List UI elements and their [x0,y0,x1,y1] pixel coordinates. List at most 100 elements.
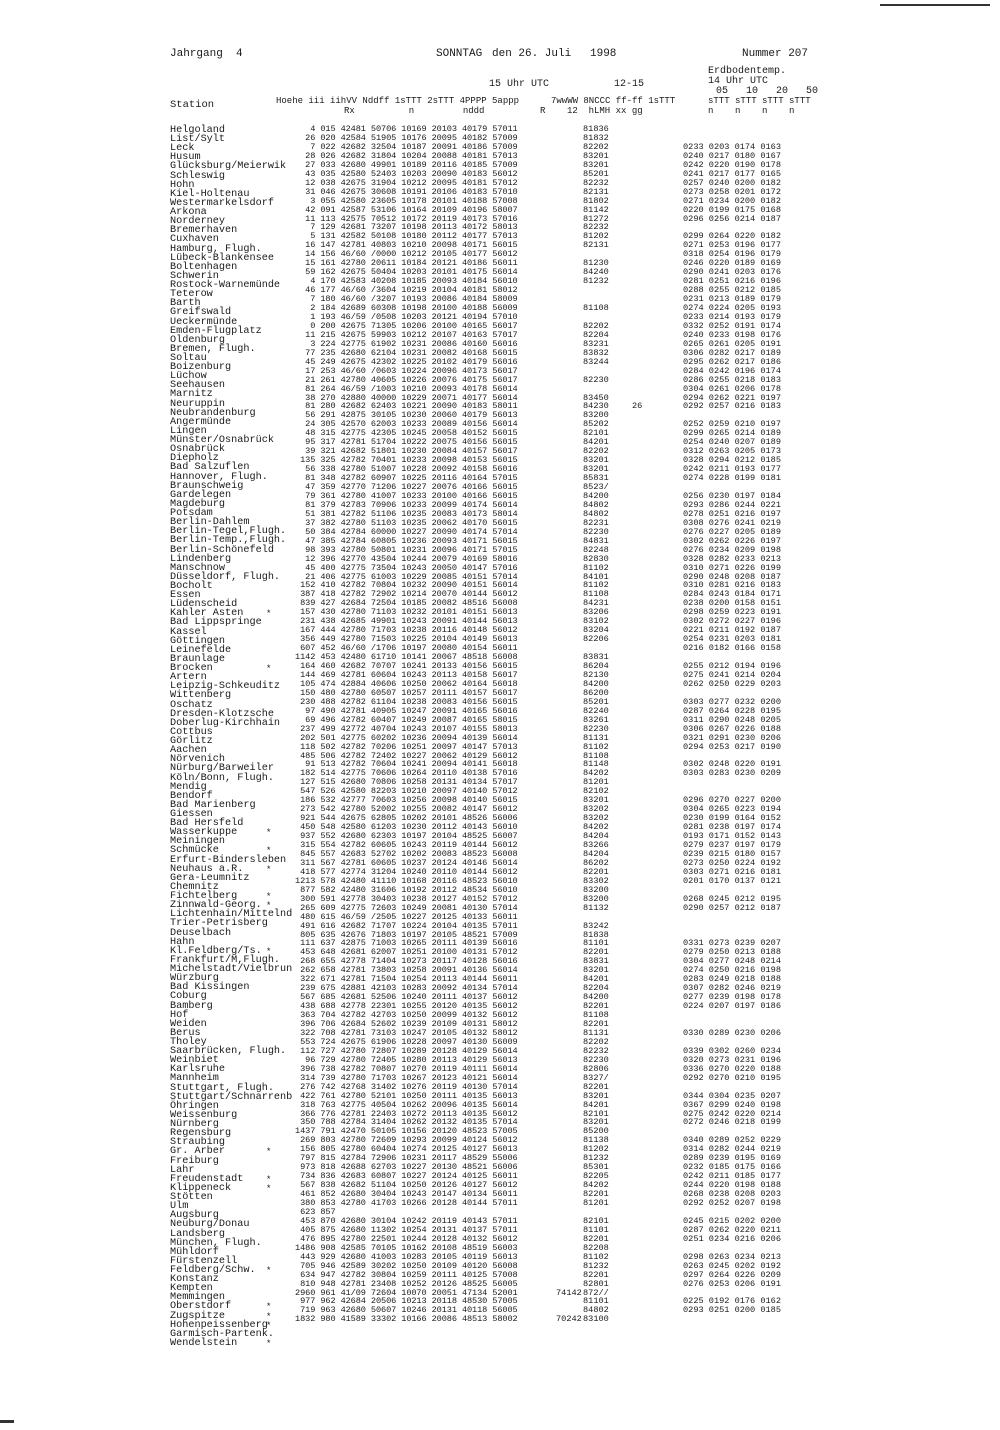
station-soil-temperatures: 0295 0262 0217 0186 [683,356,781,367]
station-soil-temperatures: 0321 0291 0230 0206 [683,732,781,743]
station-name: Seehausen [170,380,226,392]
station-observation-codes: 15 161 42780 20611 10184 20121 40186 560… [290,258,518,269]
station-name: Deuselbach [170,927,232,939]
station-name: Dresden-Klotzsche [170,708,274,720]
station-name: Trier-Petrisberg [170,918,268,930]
station-name: Kassel [170,626,207,638]
station-name: Weiden [170,1018,207,1030]
station-observation-codes: 300 591 42778 30403 10238 20127 40152 57… [290,893,518,904]
station-soil-temperatures: 0296 0256 0214 0187 [683,213,781,224]
station-name: Lichtenhain/Mittelnd [170,909,293,921]
station-cloud-code: 81802 [583,195,609,206]
station-name: Freudenstadt [170,1173,244,1185]
station-observation-codes: 366 776 42781 22403 10272 20113 40135 56… [290,1108,518,1119]
station-observation-codes: 363 704 42782 42703 10250 20099 40132 56… [290,1010,518,1021]
station-cloud-code: 83832 [583,347,609,358]
station-heading: Station [170,99,215,111]
station-observation-codes: 350 788 42784 31404 10262 20132 40135 57… [290,1117,518,1128]
station-cloud-code: 82201 [583,1081,609,1092]
station-name: Lüdenscheid [170,599,238,611]
station-soil-temperatures: 0302 0272 0227 0196 [683,616,781,627]
station-cloud-code: 82202 [583,141,609,152]
station-observation-codes: 81 280 42682 62403 10221 20090 40183 580… [290,401,518,412]
station-cloud-code: 83204 [583,625,609,636]
station-soil-temperatures: 0290 0248 0208 0187 [683,571,781,582]
station-soil-temperatures: 0331 0273 0239 0207 [683,938,781,949]
station-cloud-code: 81108 [583,1010,609,1021]
station-soil-temperatures: 0303 0283 0230 0209 [683,768,781,779]
station-cloud-code: 82202 [583,320,609,331]
station-observation-codes: 127 515 42680 70806 10258 20131 40134 57… [290,777,518,788]
station-observation-codes: 461 852 42680 30404 10243 20147 40134 56… [290,1189,518,1200]
station-observation-codes: 839 427 42684 72504 10185 20082 48516 56… [290,598,518,609]
station-name: Weissenburg [170,1109,238,1121]
station-cloud-code: 81202 [583,231,609,242]
station-cloud-code: 83201 [583,1090,609,1101]
station-name: Berlin-Dahlem [170,517,250,529]
station-observation-codes: 14 156 46/60 /0000 10212 20105 40177 560… [290,249,518,260]
station-cloud-code: 83201 [583,159,609,170]
station-name: Wendelstein [170,1337,238,1349]
mountain-station-marker: * [266,1183,272,1194]
station-cloud-code: 83200 [583,410,609,421]
station-name: Lingen [170,425,207,437]
station-soil-temperatures: 0284 0242 0196 0174 [683,365,781,376]
station-name: Mühldorf [170,1246,219,1258]
station-soil-temperatures: 0284 0243 0184 0171 [683,589,781,600]
station-soil-temperatures: 0340 0289 0252 0229 [683,1135,781,1146]
station-name: Chemnitz [170,881,219,893]
station-cloud-code: 82101 [583,1108,609,1119]
mid-code-heading: 7wwWW 8NCCC ff-ff 1sTTT [551,96,676,106]
station-soil-temperatures: 0279 0237 0197 0179 [683,840,781,850]
station-cloud-code: 83302 [583,875,609,886]
station-name: Neuhaus a.R. [170,863,244,875]
year-label: 1998 [590,48,617,60]
station-soil-temperatures: 0303 0271 0216 0181 [683,866,781,877]
station-soil-temperatures: 0311 0290 0248 0205 [683,714,781,725]
station-soil-temperatures: 0292 0252 0207 0198 [683,1198,781,1208]
station-cloud-code: 83266 [583,840,609,850]
station-observation-codes: 7 129 42681 73207 10198 20113 40172 5801… [290,222,518,233]
station-name: Kl.Feldberg/Ts. [170,945,262,957]
station-name: Bremerhaven [170,225,238,237]
station-soil-temperatures: 0242 0211 0185 0177 [683,1171,781,1182]
station-cloud-code: 82801 [583,1278,609,1289]
mountain-station-marker: * [266,1147,272,1158]
mountain-station-marker: * [266,1302,272,1313]
station-observation-codes: 81 379 42783 70906 10233 20099 40174 560… [290,499,518,510]
station-soil-temperatures: 0339 0302 0260 0234 [683,1045,781,1056]
station-name: Lüchow [170,371,207,383]
station-observation-codes: 805 635 42676 71803 10197 20105 48521 57… [290,929,518,940]
station-observation-codes: 1142 453 42480 61710 10141 20067 48518 5… [290,652,518,663]
station-cloud-code: 81272 [583,213,609,224]
station-name: Glücksburg/Meierwik [170,161,287,173]
station-cloud-code: 85301 [583,1162,609,1173]
station-cloud-code: 82201 [583,1001,609,1012]
station-soil-temperatures: 0281 0251 0216 0196 [683,276,781,287]
station-cloud-code: 82204 [583,983,609,994]
station-name: Barth [170,298,201,310]
station-name: Konstanz [170,1274,219,1286]
station-name: Hamburg, Flugh. [170,243,262,255]
station-observation-codes: 45 400 42775 73504 10243 20050 40147 570… [290,562,518,573]
station-cloud-code: 84202 [583,1180,609,1191]
station-name: Fichtelberg [170,891,238,903]
station-cloud-code: 83450 [583,392,609,403]
station-soil-temperatures: 0254 0231 0203 0181 [683,634,781,645]
station-soil-temperatures: 0330 0289 0230 0206 [683,1027,781,1038]
station-soil-temperatures: 0304 0261 0206 0178 [683,383,781,394]
station-name: Boizenburg [170,362,232,374]
soil-temp-heading: Erdbodentemp. [708,66,787,77]
station-observation-codes: 157 430 42780 71103 10232 20101 40151 56… [290,607,518,618]
station-soil-temperatures: 0344 0304 0235 0207 [683,1090,781,1101]
station-soil-temperatures: 0290 0257 0212 0187 [683,902,781,913]
station-name: Braunschweig [170,480,244,492]
station-name: Zinnwald-Georg. [170,900,262,912]
station-name: Cottbus [170,726,213,738]
station-observation-codes: 69 496 42782 60407 10249 20087 40165 580… [290,714,518,725]
station-name: Giessen [170,809,213,820]
station-soil-temperatures: 0271 0253 0196 0177 [683,240,781,251]
station-observation-codes: 95 317 42781 51704 10222 20075 40156 560… [290,437,518,448]
station-soil-temperatures: 0244 0220 0198 0188 [683,1180,781,1191]
station-name: Weinbiet [170,1055,219,1067]
